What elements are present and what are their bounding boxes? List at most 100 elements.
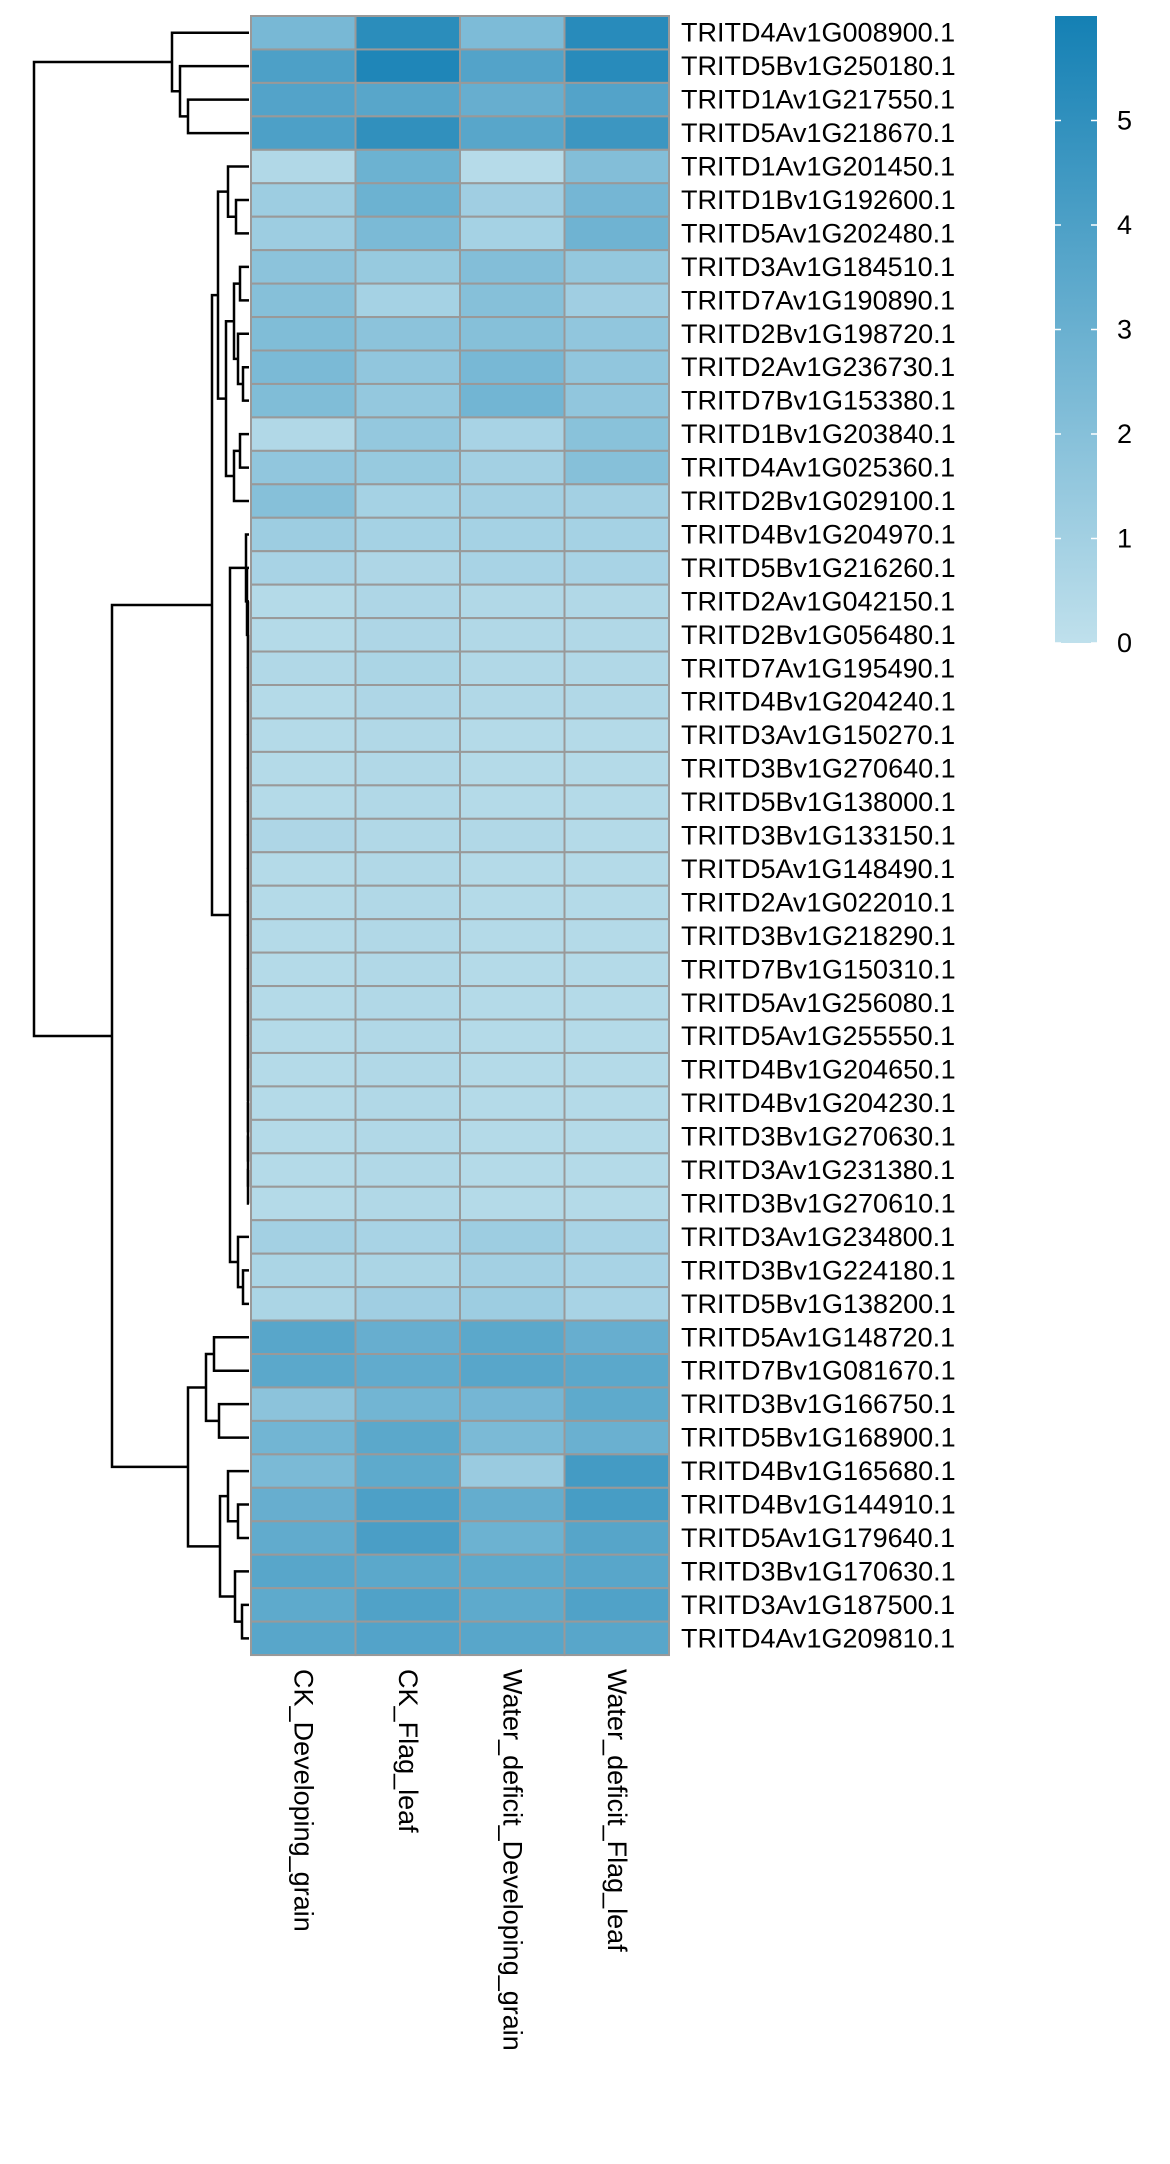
heatmap-cell bbox=[250, 316, 357, 352]
heatmap-cell bbox=[354, 750, 461, 787]
row-label: TRITD3Av1G234800.1 bbox=[681, 1222, 955, 1252]
row-label: TRITD7Av1G190890.1 bbox=[681, 285, 955, 315]
heatmap-cell bbox=[354, 349, 461, 385]
row-label: TRITD5Av1G256080.1 bbox=[681, 988, 955, 1018]
heatmap-cell bbox=[250, 1486, 357, 1523]
heatmap-cell bbox=[459, 148, 566, 185]
row-label: TRITD3Av1G231380.1 bbox=[681, 1155, 955, 1185]
heatmap-cell bbox=[459, 1453, 566, 1489]
heatmap-cell bbox=[459, 416, 566, 452]
heatmap-cell bbox=[563, 1386, 670, 1422]
row-label: TRITD5Bv1G168900.1 bbox=[681, 1423, 956, 1453]
heatmap-cell bbox=[250, 1286, 357, 1322]
heatmap-cell bbox=[459, 115, 566, 151]
heatmap-cell bbox=[250, 884, 357, 921]
row-label: TRITD5Bv1G216260.1 bbox=[681, 553, 956, 583]
legend-color-bar bbox=[1055, 16, 1097, 643]
heatmap-cell bbox=[459, 951, 566, 988]
heatmap-cell bbox=[563, 684, 670, 720]
heatmap-cell bbox=[250, 1553, 357, 1590]
heatmap-cell bbox=[250, 1419, 357, 1456]
column-label: Water_deficit_Developing_grain bbox=[497, 1669, 527, 2051]
heatmap-cell bbox=[354, 81, 461, 118]
heatmap-cell bbox=[459, 182, 566, 218]
row-label: TRITD5Av1G148490.1 bbox=[681, 854, 955, 884]
heatmap-cell bbox=[459, 617, 566, 653]
heatmap-cell bbox=[250, 918, 357, 954]
color-legend: 0 1 2 3 4 5 bbox=[1055, 16, 1132, 658]
heatmap-cell bbox=[563, 115, 670, 151]
dendrogram-link bbox=[186, 98, 249, 135]
heatmap-cell bbox=[250, 1319, 357, 1356]
heatmap-cell bbox=[563, 1419, 670, 1456]
heatmap-cell bbox=[563, 884, 670, 921]
heatmap-cell bbox=[459, 48, 566, 84]
row-label: TRITD5Bv1G138000.1 bbox=[681, 787, 956, 817]
row-label: TRITD3Bv1G270640.1 bbox=[681, 754, 956, 784]
heatmap-cell bbox=[459, 449, 566, 486]
row-label: TRITD7Bv1G150310.1 bbox=[681, 954, 956, 984]
heatmap-cell bbox=[354, 1118, 461, 1155]
heatmap-cell bbox=[354, 516, 461, 553]
heatmap-cell bbox=[354, 148, 461, 185]
row-label: TRITD3Bv1G133150.1 bbox=[681, 821, 956, 851]
heatmap-cell bbox=[563, 81, 670, 118]
heatmap-cell bbox=[250, 48, 357, 84]
heatmap-cell bbox=[354, 851, 461, 887]
heatmap-cell bbox=[354, 1520, 461, 1556]
row-label: TRITD3Bv1G218290.1 bbox=[681, 921, 956, 951]
heatmap-cell bbox=[354, 717, 461, 753]
heatmap-cell bbox=[354, 382, 461, 419]
column-label: Water_deficit_Flag_leaf bbox=[602, 1669, 632, 1952]
heatmap-cell bbox=[563, 215, 670, 252]
heatmap-cell bbox=[459, 15, 566, 51]
row-label: TRITD2Av1G042150.1 bbox=[681, 586, 955, 616]
heatmap-cell bbox=[354, 918, 461, 954]
heatmap-cell bbox=[563, 1018, 670, 1054]
heatmap-cell bbox=[459, 1620, 566, 1657]
heatmap-cell bbox=[459, 1553, 566, 1590]
row-label: TRITD5Av1G148720.1 bbox=[681, 1322, 955, 1352]
heatmap-cell bbox=[563, 1152, 670, 1188]
row-label: TRITD5Av1G202480.1 bbox=[681, 218, 955, 248]
heatmap-cell bbox=[354, 48, 461, 84]
heatmap-cell bbox=[563, 483, 670, 519]
row-label: TRITD3Av1G184510.1 bbox=[681, 252, 955, 282]
heatmap-cell bbox=[354, 416, 461, 452]
row-label: TRITD7Bv1G153380.1 bbox=[681, 386, 956, 416]
dendrogram-link bbox=[228, 566, 246, 1264]
heatmap-cell bbox=[563, 449, 670, 486]
heatmap-cell bbox=[563, 650, 670, 686]
heatmap-cell bbox=[459, 1520, 566, 1556]
row-label: TRITD3Bv1G166750.1 bbox=[681, 1389, 956, 1419]
heatmap-cell bbox=[563, 1587, 670, 1623]
heatmap-cell bbox=[459, 349, 566, 385]
heatmap-cell bbox=[354, 1185, 461, 1222]
heatmap-cell bbox=[563, 817, 670, 854]
heatmap-cell bbox=[250, 951, 357, 988]
heatmap-cell bbox=[459, 684, 566, 720]
heatmap-cell bbox=[563, 1353, 670, 1389]
heatmap-cell bbox=[459, 483, 566, 519]
dendrogram-link bbox=[212, 1336, 249, 1372]
heatmap-cell bbox=[354, 282, 461, 319]
row-label: TRITD2Av1G022010.1 bbox=[681, 887, 955, 917]
heatmap-cell bbox=[459, 316, 566, 352]
heatmap-cell bbox=[459, 1118, 566, 1155]
dendrogram-link bbox=[186, 1386, 220, 1548]
heatmap-cell bbox=[354, 15, 461, 51]
heatmap-cell bbox=[250, 349, 357, 385]
heatmap-cell bbox=[354, 617, 461, 653]
heatmap-cell bbox=[459, 583, 566, 620]
row-label: TRITD5Bv1G138200.1 bbox=[681, 1289, 956, 1319]
row-label: TRITD1Av1G217550.1 bbox=[681, 85, 955, 115]
heatmap-cell bbox=[250, 1252, 357, 1289]
heatmap-cell bbox=[563, 48, 670, 84]
heatmap-cell bbox=[250, 1018, 357, 1054]
heatmap-cell bbox=[354, 583, 461, 620]
heatmap-cell bbox=[459, 81, 566, 118]
row-label: TRITD4Av1G025360.1 bbox=[681, 453, 955, 483]
heatmap-cell bbox=[250, 148, 357, 185]
heatmap-cell bbox=[563, 1219, 670, 1255]
